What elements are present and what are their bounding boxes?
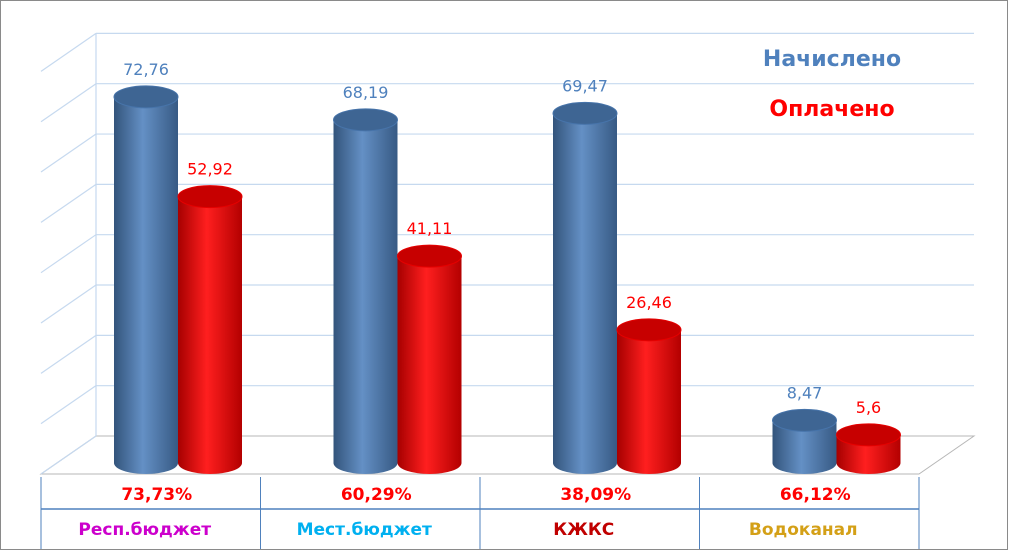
legend-entry: Оплачено <box>769 97 894 122</box>
bar-top <box>552 101 618 125</box>
bar-accrued <box>772 420 837 474</box>
category-label: Респ.бюджет <box>78 520 211 540</box>
data-label: 68,19 <box>343 83 389 102</box>
bar-accrued <box>114 96 178 475</box>
bar-top <box>772 408 837 432</box>
data-labels: 72,76 52,92 68,19 41,11 69,47 26,46 8,47 5,6 <box>123 60 881 417</box>
bar-top <box>397 244 462 268</box>
bar-top <box>836 423 901 447</box>
bar-paid <box>178 196 242 474</box>
bar-accrued <box>333 119 398 475</box>
bar-paid <box>617 329 681 474</box>
category-label: Водоканал <box>749 520 858 540</box>
legend-entry: Начислено <box>763 47 901 72</box>
gridline-wall <box>40 133 97 173</box>
gridline-wall <box>40 385 97 425</box>
gridlines <box>40 32 974 475</box>
gridline-wall <box>40 284 97 324</box>
data-label: 5,6 <box>856 398 881 417</box>
bar-paid <box>397 256 462 474</box>
data-label: 69,47 <box>562 76 608 95</box>
data-table: 73,73% Респ.бюджет 60,29% Мест.бюджет 38,09%… <box>40 477 920 549</box>
gridline-wall <box>40 83 97 123</box>
gridline-wall <box>40 435 97 475</box>
category-label: Мест.бюджет <box>297 520 432 540</box>
legend: Начислено Оплачено <box>763 47 901 122</box>
gridline-wall <box>40 334 97 374</box>
data-label: 41,11 <box>407 219 453 238</box>
data-label: 52,92 <box>187 160 233 179</box>
percentage-label: 66,12% <box>780 485 851 505</box>
gridline-wall <box>40 183 97 223</box>
bar-top <box>113 85 179 109</box>
percentage-label: 38,09% <box>560 485 631 505</box>
bar-top <box>616 318 682 342</box>
bars <box>113 85 901 475</box>
bar-accrued <box>553 113 617 475</box>
gridline-wall <box>40 32 97 72</box>
data-label: 8,47 <box>787 383 823 402</box>
bar-top <box>177 185 243 209</box>
data-label: 26,46 <box>626 293 672 312</box>
data-label: 72,76 <box>123 60 169 79</box>
gridline-wall <box>40 234 97 274</box>
category-label: КЖКС <box>553 520 614 540</box>
percentage-label: 73,73% <box>121 485 192 505</box>
percentage-label: 60,29% <box>341 485 412 505</box>
bar-top <box>333 108 398 132</box>
